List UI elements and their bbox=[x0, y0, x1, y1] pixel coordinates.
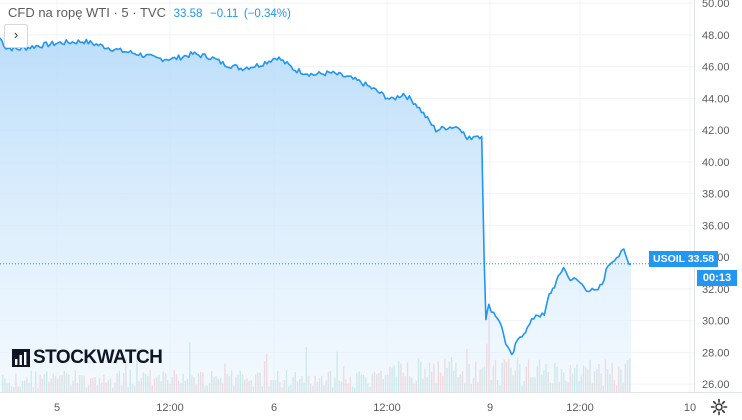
price-line bbox=[0, 37, 632, 356]
time-axis: 5 12:00 6 12:00 9 12:00 10 bbox=[54, 402, 696, 414]
symbol-price-badge: USOIL 33.58 bbox=[649, 251, 719, 267]
y-tick-label: 36.00 bbox=[702, 220, 730, 232]
y-tick-label: 38.00 bbox=[702, 189, 730, 201]
bar-chart-icon bbox=[12, 349, 30, 367]
instrument-title: CFD na ropę WTI · 5 · TVC bbox=[8, 5, 166, 20]
y-tick-label: 32.00 bbox=[702, 284, 730, 296]
y-tick-label: 46.00 bbox=[702, 62, 730, 74]
gear-icon[interactable] bbox=[709, 397, 729, 417]
price-change: −0.11 bbox=[210, 8, 239, 20]
x-tick-label: 12:00 bbox=[156, 402, 184, 414]
y-tick-label: 40.00 bbox=[702, 157, 730, 169]
x-tick-label: 5 bbox=[54, 402, 60, 414]
logo-text: STOCKWATCH bbox=[33, 347, 163, 368]
stockwatch-logo: STOCKWATCH bbox=[12, 347, 163, 369]
price-change-percent: (−0.34%) bbox=[243, 8, 291, 20]
last-price: 33.58 bbox=[173, 8, 203, 20]
x-tick-label: 10 bbox=[684, 402, 696, 414]
x-tick-label: 9 bbox=[487, 402, 493, 414]
chart-header: CFD na ropę WTI · 5 · TVC 33.58 −0.11 (−… bbox=[8, 5, 291, 20]
x-tick-label: 6 bbox=[271, 402, 277, 414]
y-tick-label: 44.00 bbox=[702, 93, 730, 105]
y-tick-label: 42.00 bbox=[702, 125, 730, 137]
y-tick-label: 30.00 bbox=[702, 316, 730, 328]
price-area-fill bbox=[0, 38, 631, 392]
y-tick-label: 26.00 bbox=[702, 379, 730, 391]
price-axis: 26.0028.0030.0032.0034.0036.0038.0040.00… bbox=[702, 0, 730, 391]
collapse-legend-button[interactable]: › bbox=[4, 24, 28, 48]
symbol-price: 33.58 bbox=[687, 253, 715, 265]
bar-countdown-badge: 00:13 bbox=[697, 270, 737, 286]
y-tick-label: 48.00 bbox=[702, 30, 730, 42]
y-tick-label: 28.00 bbox=[702, 347, 730, 359]
x-tick-label: 12:00 bbox=[373, 402, 401, 414]
y-tick-label: 50.00 bbox=[702, 0, 730, 10]
symbol-label: USOIL bbox=[653, 253, 685, 265]
x-tick-label: 12:00 bbox=[566, 402, 594, 414]
